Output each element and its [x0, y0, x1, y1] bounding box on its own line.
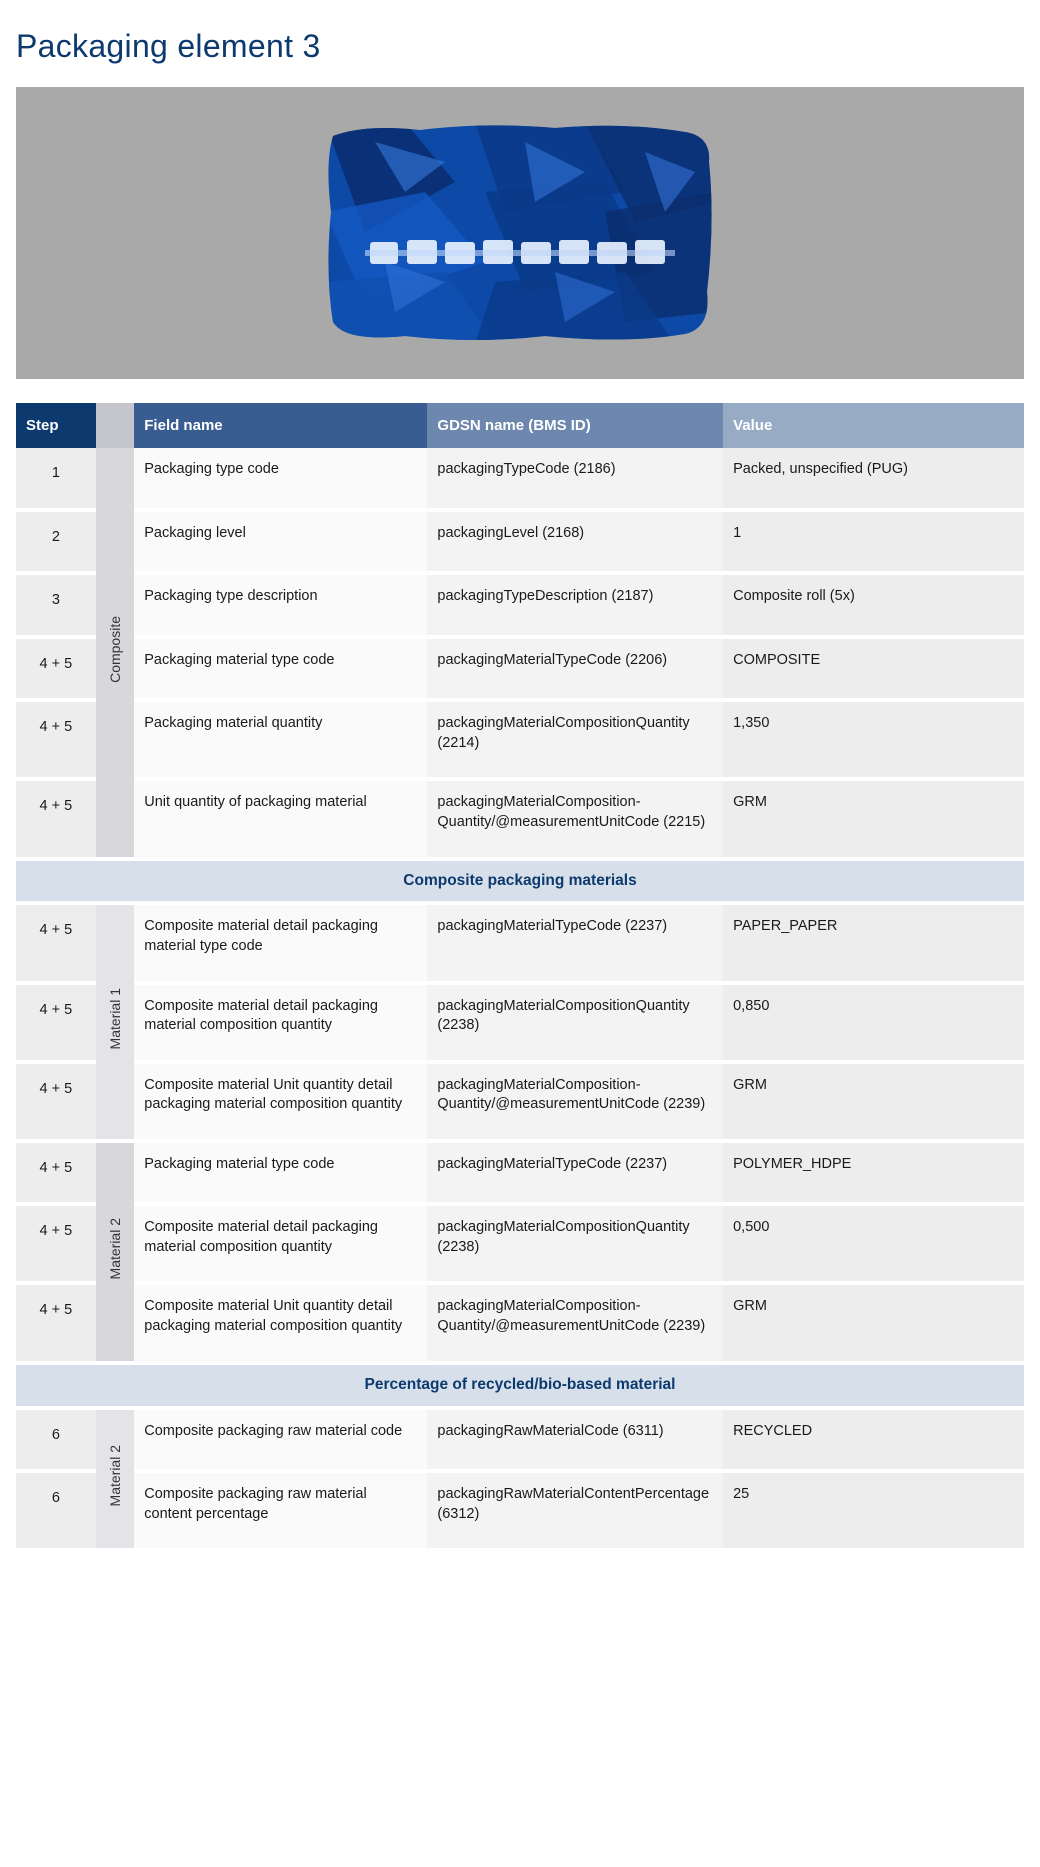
cell-step: 4 + 5	[16, 905, 96, 984]
cell-step: 6	[16, 1473, 96, 1552]
cell-step: 6	[16, 1410, 96, 1474]
group-label-material-2-b: Material 2	[96, 1410, 135, 1553]
cell-gdsn: packagingMaterialComposition­Quantity/@m…	[427, 1285, 723, 1364]
cell-value: 1	[723, 512, 1024, 576]
cell-value: 1,350	[723, 702, 1024, 781]
section-header-text: Percentage of recycled/bio-based materia…	[16, 1365, 1024, 1410]
cell-gdsn: packagingRawMaterial­ContentPercentage (…	[427, 1473, 723, 1552]
section-header-recycled: Percentage of recycled/bio-based materia…	[16, 1365, 1024, 1410]
cell-step: 2	[16, 512, 96, 576]
table-row: 4 + 5 Composite material Unit quantity d…	[16, 1285, 1024, 1364]
cell-value: GRM	[723, 1064, 1024, 1143]
cell-step: 4 + 5	[16, 985, 96, 1064]
section-header-composite-materials: Composite packaging materials	[16, 861, 1024, 906]
cell-field: Packaging material quantity	[134, 702, 427, 781]
cell-step: 4 + 5	[16, 639, 96, 703]
cell-field: Composite material Unit quantity detail …	[134, 1285, 427, 1364]
cell-step: 4 + 5	[16, 1143, 96, 1207]
cell-gdsn: packagingMaterialTypeCode (2237)	[427, 905, 723, 984]
cell-field: Composite material detail packaging mate…	[134, 905, 427, 984]
table-row: 4 + 5 Composite material Unit quan­tity …	[16, 1064, 1024, 1143]
table-row: 4 + 5 Composite material detail packagin…	[16, 985, 1024, 1064]
cell-gdsn: packagingTypeDescription (2187)	[427, 575, 723, 639]
header-group	[96, 403, 135, 448]
table-row: 4 + 5 Material 1 Composite material deta…	[16, 905, 1024, 984]
group-label-composite: Composite	[96, 448, 135, 861]
cell-field: Packaging level	[134, 512, 427, 576]
cell-gdsn: packagingMaterialTypeCode (2237)	[427, 1143, 723, 1207]
group-label-text: Composite	[106, 616, 125, 683]
cell-field: Composite material detail packaging mate…	[134, 1206, 427, 1285]
table-header: Step Field name GDSN name (BMS ID) Value	[16, 403, 1024, 448]
cell-step: 4 + 5	[16, 781, 96, 860]
header-field: Field name	[134, 403, 427, 448]
header-value: Value	[723, 403, 1024, 448]
page-title: Packaging element 3	[16, 28, 1024, 65]
cell-step: 4 + 5	[16, 1285, 96, 1364]
cell-field: Packaging type description	[134, 575, 427, 639]
table-row: 3 Packaging type description packagingTy…	[16, 575, 1024, 639]
cell-gdsn: packagingMaterial­CompositionQuantity (2…	[427, 985, 723, 1064]
hero-image-area	[16, 87, 1024, 379]
table-row: 4 + 5 Composite material detail packagin…	[16, 1206, 1024, 1285]
cell-gdsn: packagingLevel (2168)	[427, 512, 723, 576]
group-label-material-1: Material 1	[96, 905, 135, 1142]
cell-value: GRM	[723, 1285, 1024, 1364]
cell-field: Composite packaging raw material content…	[134, 1473, 427, 1552]
table-row: 4 + 5 Material 2 Packaging material type…	[16, 1143, 1024, 1207]
header-gdsn: GDSN name (BMS ID)	[427, 403, 723, 448]
cell-field: Unit quantity of packaging material	[134, 781, 427, 860]
cell-value: GRM	[723, 781, 1024, 860]
cell-value: COMPOSITE	[723, 639, 1024, 703]
cell-value: 0,500	[723, 1206, 1024, 1285]
table-row: 6 Material 2 Composite packaging raw mat…	[16, 1410, 1024, 1474]
cell-value: RECYCLED	[723, 1410, 1024, 1474]
cell-step: 4 + 5	[16, 702, 96, 781]
cell-gdsn: packagingTypeCode (2186)	[427, 448, 723, 512]
cell-step: 4 + 5	[16, 1206, 96, 1285]
foil-wrapper-illustration	[325, 122, 715, 344]
cell-value: 0,850	[723, 985, 1024, 1064]
cell-value: 25	[723, 1473, 1024, 1552]
table-row: 2 Packaging level packagingLevel (2168) …	[16, 512, 1024, 576]
cell-step: 3	[16, 575, 96, 639]
header-step: Step	[16, 403, 96, 448]
table-row: 4 + 5 Packaging material type code packa…	[16, 639, 1024, 703]
cell-step: 4 + 5	[16, 1064, 96, 1143]
group-label-text: Material 1	[106, 988, 125, 1049]
table-row: 4 + 5 Packaging material quantity packag…	[16, 702, 1024, 781]
cell-gdsn: packagingMaterial­CompositionQuantity (2…	[427, 1206, 723, 1285]
cell-value: Packed, unspecified (PUG)	[723, 448, 1024, 512]
cell-value: POLYMER_HDPE	[723, 1143, 1024, 1207]
cell-gdsn: packagingMaterialCompositi­onQuantity (2…	[427, 702, 723, 781]
cell-field: Composite material Unit quan­tity detail…	[134, 1064, 427, 1143]
cell-gdsn: packagingMaterialComposition­Quantity/@m…	[427, 781, 723, 860]
cell-value: PAPER_PAPER	[723, 905, 1024, 984]
group-label-material-2: Material 2	[96, 1143, 135, 1365]
group-label-text: Material 2	[106, 1445, 125, 1506]
cell-field: Packaging type code	[134, 448, 427, 512]
table-row: 1 Composite Packaging type code packagin…	[16, 448, 1024, 512]
cell-value: Composite roll (5x)	[723, 575, 1024, 639]
section-header-text: Composite packaging materials	[16, 861, 1024, 906]
packaging-table: Step Field name GDSN name (BMS ID) Value…	[16, 403, 1024, 1552]
cell-field: Packaging material type code	[134, 639, 427, 703]
cell-field: Composite packaging raw material code	[134, 1410, 427, 1474]
cell-field: Composite material detail packaging mate…	[134, 985, 427, 1064]
table-row: 4 + 5 Unit quantity of packaging materia…	[16, 781, 1024, 860]
cell-step: 1	[16, 448, 96, 512]
cell-gdsn: packagingMaterialTypeCode (2206)	[427, 639, 723, 703]
cell-gdsn: packagingMaterialComposition­Quantity/@m…	[427, 1064, 723, 1143]
cell-gdsn: packagingRawMaterialCode (6311)	[427, 1410, 723, 1474]
group-label-text: Material 2	[106, 1218, 125, 1279]
table-row: 6 Composite packaging raw material conte…	[16, 1473, 1024, 1552]
cell-field: Packaging material type code	[134, 1143, 427, 1207]
